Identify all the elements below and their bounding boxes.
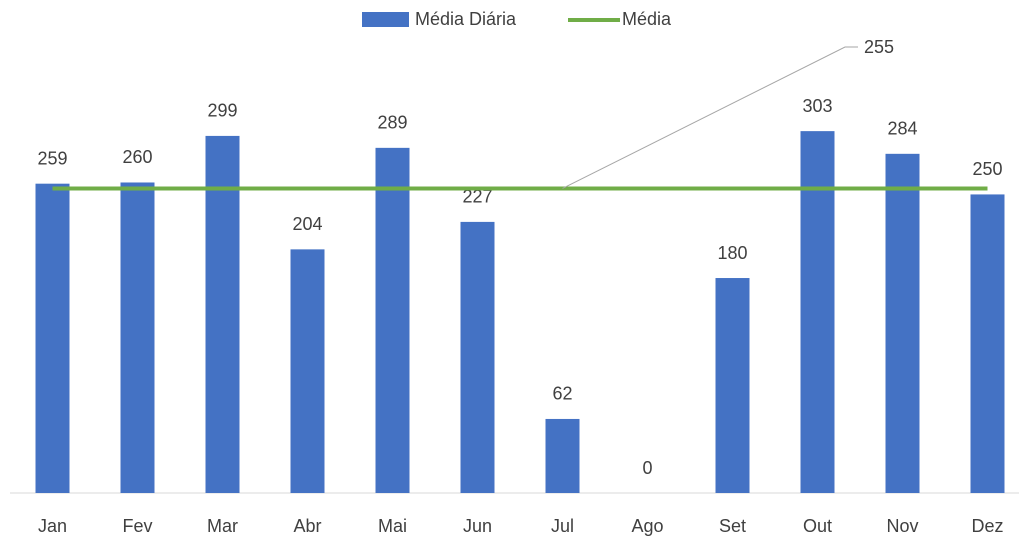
data-label: 284 [887, 119, 917, 139]
x-tick-label: Abr [293, 516, 321, 536]
x-tick-label: Mai [378, 516, 407, 536]
bar [205, 135, 240, 493]
data-label: 62 [552, 384, 572, 404]
data-label: 260 [122, 147, 152, 167]
legend-swatch [362, 12, 409, 27]
legend-label: Média [622, 9, 672, 29]
x-tick-label: Fev [122, 516, 152, 536]
x-tick-label: Set [719, 516, 746, 536]
data-label: 303 [802, 96, 832, 116]
data-label: 227 [462, 187, 492, 207]
bar [545, 418, 580, 493]
data-label: 250 [972, 159, 1002, 179]
bar [715, 278, 750, 493]
bar [800, 131, 835, 494]
data-label: 299 [207, 101, 237, 121]
data-label: 0 [642, 458, 652, 478]
bar [35, 183, 70, 493]
x-tick-label: Jul [551, 516, 574, 536]
data-label: 180 [717, 243, 747, 263]
data-label: 259 [37, 148, 67, 168]
data-label: 204 [292, 214, 322, 234]
x-tick-label: Mar [207, 516, 238, 536]
data-label: 289 [377, 113, 407, 133]
bar [290, 249, 325, 493]
x-tick-label: Dez [971, 516, 1003, 536]
x-tick-label: Out [803, 516, 832, 536]
x-tick-label: Nov [886, 516, 918, 536]
leader-line [562, 46, 858, 189]
x-tick-label: Ago [631, 516, 663, 536]
bar [460, 221, 495, 493]
x-tick-label: Jan [38, 516, 67, 536]
x-tick-label: Jun [463, 516, 492, 536]
legend-label: Média Diária [415, 9, 517, 29]
data-label: 255 [864, 37, 894, 57]
bar [120, 182, 155, 493]
bar [970, 194, 1005, 493]
bar [375, 147, 410, 493]
bar [885, 153, 920, 493]
